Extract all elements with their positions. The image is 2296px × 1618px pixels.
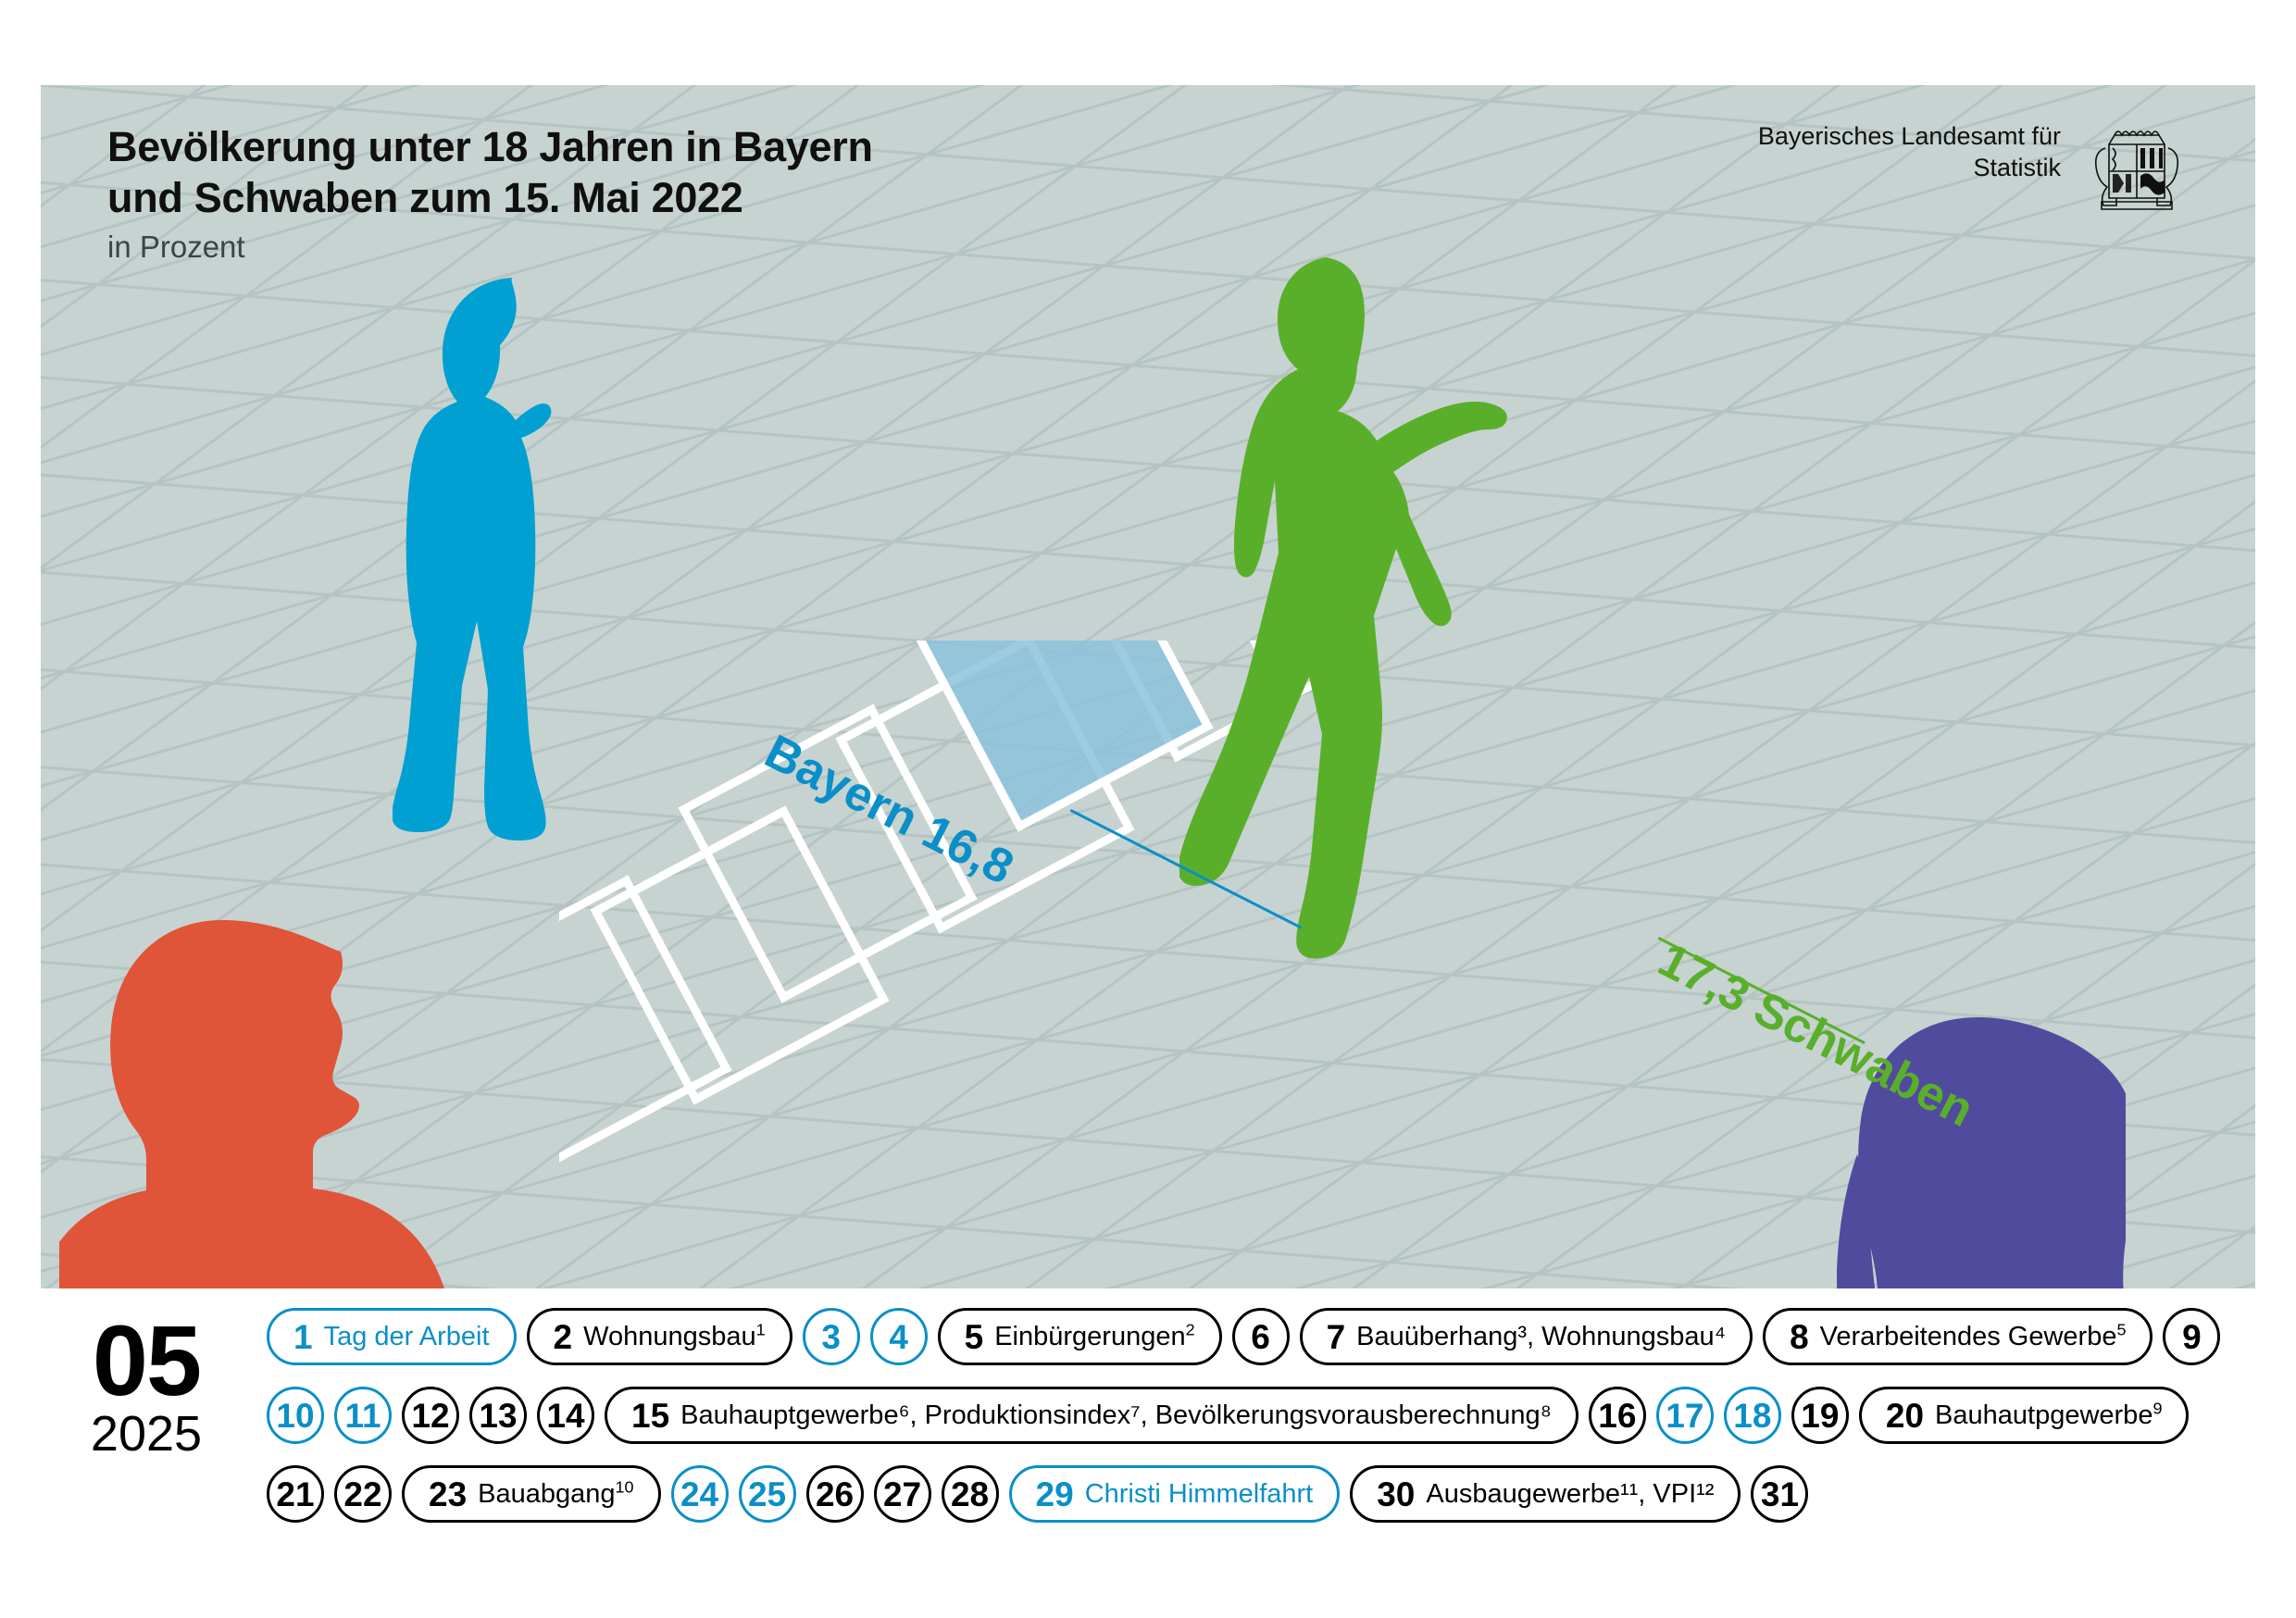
day-number: 26 <box>815 1475 855 1513</box>
bavarian-coat-of-arms-icon <box>2094 131 2179 210</box>
head-profile-purple-silhouette <box>1837 1017 2126 1288</box>
day-number: 16 <box>1598 1396 1637 1435</box>
year-number: 2025 <box>90 1406 203 1462</box>
bayern-cell <box>919 641 1208 827</box>
day-number: 29 <box>1035 1475 1074 1513</box>
day-number: 12 <box>411 1396 450 1435</box>
day-number: 5 <box>964 1317 984 1356</box>
calendar-strip: 05 2025 1 Tag der Arbeit 2 Wohnungsbau1 3 4 5 E… <box>0 1296 2296 1618</box>
day-number: 15 <box>631 1396 670 1435</box>
page-title: Bevölkerung unter 18 Jahren in Bayern un… <box>107 123 873 221</box>
day-event-label: Bauhauptgewerbe⁶, Produktionsindex⁷, Bev… <box>680 1400 1552 1430</box>
footnote-marker: 2 <box>1185 1319 1195 1338</box>
day-event-label: Einbürgerungen2 <box>994 1319 1195 1351</box>
calendar-day-30[interactable]: 30 Ausbaugewerbe¹¹, VPI¹² <box>1350 1465 1741 1523</box>
calendar-day-16[interactable]: 16 <box>1588 1387 1646 1444</box>
day-event-label: Bauabgang10 <box>478 1476 634 1509</box>
calendar-day-10[interactable]: 10 <box>267 1387 324 1444</box>
calendar-day-26[interactable]: 26 <box>805 1465 864 1523</box>
day-event-label: Christi Himmelfahrt <box>1084 1478 1314 1509</box>
calendar-day-27[interactable]: 27 <box>873 1465 931 1523</box>
day-event-label: Bauhautpgewerbe9 <box>1935 1398 2163 1430</box>
day-number: 2 <box>553 1317 573 1356</box>
calendar-day-29[interactable]: 29 Christi Himmelfahrt <box>1008 1465 1341 1523</box>
day-number: 27 <box>882 1475 922 1513</box>
calendar-day-12[interactable]: 12 <box>402 1387 459 1444</box>
title-block: Bevölkerung unter 18 Jahren in Bayern un… <box>107 122 873 265</box>
day-number: 4 <box>889 1317 908 1356</box>
footnote-marker: 10 <box>615 1476 634 1496</box>
calendar-day-28[interactable]: 28 <box>941 1465 999 1523</box>
child-standing-blue-silhouette <box>393 278 552 840</box>
calendar-day-13[interactable]: 13 <box>469 1387 527 1444</box>
day-number: 10 <box>276 1396 315 1435</box>
day-number: 7 <box>1326 1317 1346 1356</box>
day-number: 31 <box>1760 1475 1800 1513</box>
day-number: 23 <box>429 1475 468 1513</box>
day-number: 9 <box>2182 1317 2202 1356</box>
day-event-label: Tag der Arbeit <box>323 1321 490 1351</box>
day-number: 8 <box>1790 1317 1809 1356</box>
calendar-day-15[interactable]: 15 Bauhauptgewerbe⁶, Produktionsindex⁷, B… <box>605 1387 1578 1444</box>
calendar-day-20[interactable]: 20 Bauhautpgewerbe9 <box>1858 1387 2190 1444</box>
page-subtitle: in Prozent <box>107 229 245 264</box>
calendar-day-14[interactable]: 14 <box>537 1387 594 1444</box>
day-number: 18 <box>1733 1396 1772 1435</box>
calendar-day-21[interactable]: 21 <box>267 1465 324 1523</box>
calendar-day-7[interactable]: 7 Bauüberhang³, Wohnungsbau⁴ <box>1299 1308 1753 1365</box>
calendar-day-rows: 1 Tag der Arbeit 2 Wohnungsbau1 3 4 5 Einbürger… <box>267 1303 2285 1527</box>
calendar-day-17[interactable]: 17 <box>1655 1387 1714 1444</box>
day-number: 24 <box>680 1475 719 1513</box>
day-number: 22 <box>343 1475 382 1513</box>
day-number: 3 <box>821 1317 841 1356</box>
calendar-day-5[interactable]: 5 Einbürgerungen2 <box>937 1308 1222 1365</box>
calendar-day-3[interactable]: 3 <box>802 1308 860 1365</box>
month-year-block: 05 2025 <box>44 1304 248 1462</box>
day-number: 30 <box>1377 1475 1416 1513</box>
calendar-day-1[interactable]: 1 Tag der Arbeit <box>267 1308 517 1365</box>
calendar-day-4[interactable]: 4 <box>869 1308 928 1365</box>
day-number: 21 <box>276 1475 315 1513</box>
footnote-marker: 5 <box>2116 1319 2127 1338</box>
calendar-day-31[interactable]: 31 <box>1751 1465 1809 1523</box>
calendar-day-2[interactable]: 2 Wohnungsbau1 <box>526 1308 792 1365</box>
calendar-day-25[interactable]: 25 <box>738 1465 796 1523</box>
calendar-day-23[interactable]: 23 Bauabgang10 <box>402 1465 661 1523</box>
calendar-day-24[interactable]: 24 <box>670 1465 729 1523</box>
calendar-day-6[interactable]: 6 <box>1231 1308 1290 1365</box>
day-number: 19 <box>1801 1396 1840 1435</box>
day-number: 28 <box>950 1475 990 1513</box>
calendar-row: 21 22 23 Bauabgang10 24 25 26 27 28 29 Christi Him… <box>267 1461 2285 1527</box>
institute-logo-block: Bayerisches Landesamt für Statistik <box>1758 120 2196 217</box>
child-jumping-green-silhouette <box>1179 257 1507 959</box>
poster-illustration: Bayern 16,8 17,3 Schwaben Bevölkerung un… <box>41 85 2255 1288</box>
day-number: 14 <box>546 1396 585 1435</box>
day-event-label: Wohnungsbau1 <box>583 1319 766 1351</box>
calendar-day-8[interactable]: 8 Verarbeitendes Gewerbe5 <box>1763 1308 2153 1365</box>
head-profile-orange-silhouette <box>59 920 444 1288</box>
footnote-marker: 9 <box>2152 1398 2163 1417</box>
day-event-label: Bauüberhang³, Wohnungsbau⁴ <box>1356 1321 1727 1351</box>
day-event-label: Ausbaugewerbe¹¹, VPI¹² <box>1426 1478 1715 1509</box>
day-event-label: Verarbeitendes Gewerbe5 <box>1819 1319 2127 1351</box>
institute-name: Bayerisches Landesamt für Statistik <box>1757 122 2061 182</box>
hopscotch-grid <box>559 641 1454 1175</box>
calendar-day-19[interactable]: 19 <box>1791 1387 1849 1444</box>
month-number: 05 <box>92 1304 202 1416</box>
calendar-day-22[interactable]: 22 <box>334 1465 392 1523</box>
calendar-day-11[interactable]: 11 <box>334 1387 392 1444</box>
day-number: 17 <box>1666 1396 1704 1435</box>
day-number: 6 <box>1251 1317 1270 1356</box>
calendar-row: 10 11 12 13 14 15 Bauhauptgewerbe⁶, Produktion… <box>267 1382 2285 1449</box>
day-number: 25 <box>747 1475 787 1513</box>
day-number: 20 <box>1885 1396 1925 1435</box>
calendar-day-9[interactable]: 9 <box>2163 1308 2221 1365</box>
day-number: 1 <box>293 1317 313 1356</box>
calendar-day-18[interactable]: 18 <box>1723 1387 1781 1444</box>
day-number: 13 <box>479 1396 518 1435</box>
calendar-row: 1 Tag der Arbeit 2 Wohnungsbau1 3 4 5 Einbürger… <box>267 1303 2285 1370</box>
day-number: 11 <box>344 1396 381 1435</box>
footnote-marker: 1 <box>755 1319 766 1338</box>
